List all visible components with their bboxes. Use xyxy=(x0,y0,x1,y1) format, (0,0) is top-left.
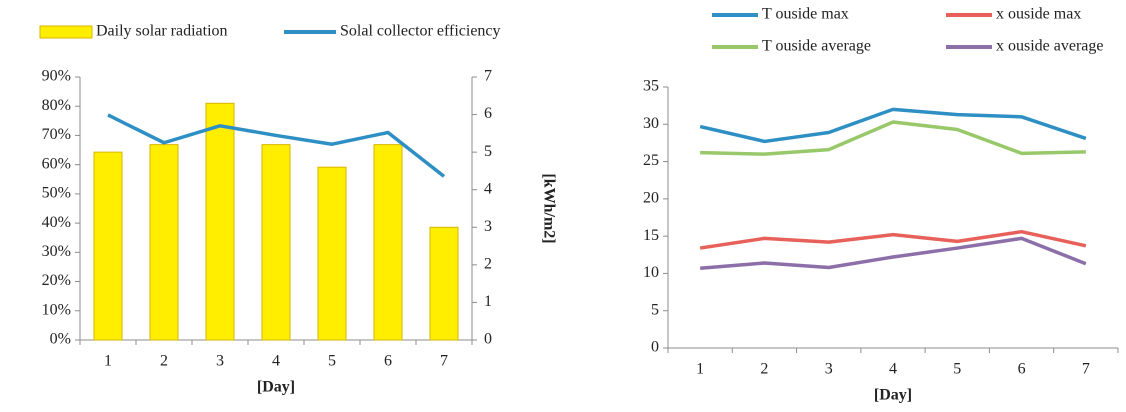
bar xyxy=(429,226,459,341)
line xyxy=(699,107,1087,144)
y-tick-label: 20 xyxy=(643,190,659,207)
y-tick-label: 25 xyxy=(643,152,659,169)
x-tick-label: 4 xyxy=(272,353,280,370)
y2-axis-title: [kWh/m2] xyxy=(540,173,557,243)
y2-tick-label: 2 xyxy=(484,256,492,273)
legend-label: T ouside max xyxy=(762,6,849,23)
legend-label: x ouside max xyxy=(996,6,1081,23)
y-tick-label: 5 xyxy=(651,301,659,318)
y2-tick-label: 6 xyxy=(484,105,492,122)
y2-tick-label: 7 xyxy=(484,68,492,85)
y-tick-label: 10 xyxy=(643,264,659,281)
x-tick-label: 4 xyxy=(889,361,897,378)
x-tick-label: 5 xyxy=(328,353,336,370)
line xyxy=(700,120,1086,156)
y-tick-label: 20% xyxy=(42,272,71,289)
line xyxy=(700,236,1087,270)
x-axis-title: [Day] xyxy=(874,387,912,404)
legend-swatch xyxy=(39,25,93,39)
x-tick-label: 6 xyxy=(384,353,392,370)
y-tick-label: 35 xyxy=(643,78,659,95)
x-tick-label: 7 xyxy=(1082,361,1090,378)
bar xyxy=(317,166,347,341)
y-tick-label: 10% xyxy=(42,301,71,318)
bar xyxy=(261,144,291,341)
bar xyxy=(205,102,235,341)
x-tick-label: 2 xyxy=(760,361,768,378)
y2-tick-label: 4 xyxy=(484,180,492,197)
y-tick-label: 0 xyxy=(651,339,659,356)
x-tick-label: 5 xyxy=(953,361,961,378)
y-tick-label: 80% xyxy=(42,97,71,114)
bar xyxy=(93,151,123,341)
y-tick-label: 30 xyxy=(643,115,659,132)
y-tick-label: 60% xyxy=(42,155,71,172)
bar xyxy=(149,144,179,341)
x-tick-label: 7 xyxy=(440,353,448,370)
y2-tick-label: 5 xyxy=(484,143,492,160)
x-tick-label: 1 xyxy=(104,353,112,370)
legend-label: T ouside average xyxy=(762,38,871,55)
x-tick-label: 2 xyxy=(160,353,168,370)
y-tick-label: 50% xyxy=(42,185,71,202)
x-tick-label: 6 xyxy=(1018,361,1026,378)
y-tick-label: 40% xyxy=(42,214,71,231)
y2-tick-label: 3 xyxy=(484,218,492,235)
x-tick-label: 3 xyxy=(825,361,833,378)
y-tick-label: 70% xyxy=(42,126,71,143)
bar xyxy=(373,144,403,341)
y-tick-label: 0% xyxy=(50,331,71,348)
y-tick-label: 15 xyxy=(643,227,659,244)
y-tick-label: 30% xyxy=(42,243,71,260)
line xyxy=(107,113,446,178)
x-tick-label: 1 xyxy=(696,361,704,378)
x-tick-label: 3 xyxy=(216,353,224,370)
y-tick-label: 90% xyxy=(42,68,71,85)
y2-tick-label: 1 xyxy=(484,293,492,310)
legend-label: x ouside average xyxy=(996,38,1104,55)
x-axis-title: [Day] xyxy=(257,379,295,396)
legend-label: Daily solar radiation xyxy=(96,23,228,40)
legend-label: Solal collector efficiency xyxy=(340,23,501,40)
line xyxy=(699,229,1087,250)
y2-tick-label: 0 xyxy=(484,331,492,348)
